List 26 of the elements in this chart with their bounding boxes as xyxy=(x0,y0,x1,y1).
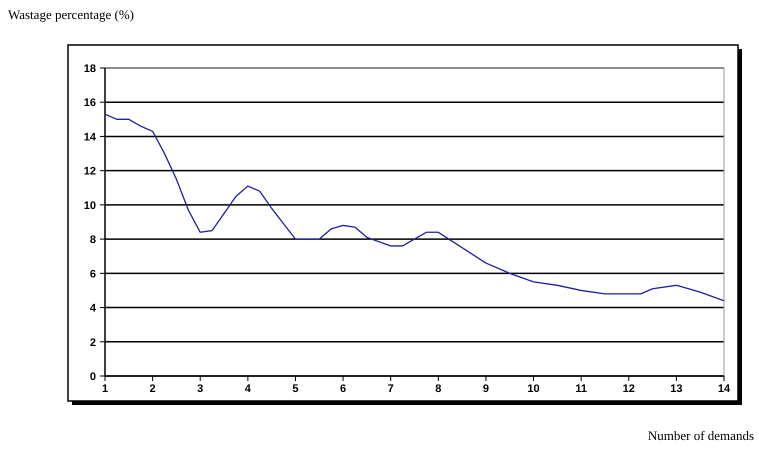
x-tick-label: 4 xyxy=(244,383,252,395)
x-tick-label: 14 xyxy=(718,383,731,395)
y-axis-title: Wastage percentage (%) xyxy=(8,7,134,22)
x-tick-label: 9 xyxy=(482,383,489,395)
x-tick-label: 7 xyxy=(388,383,394,395)
x-tick-label: 10 xyxy=(527,383,540,395)
y-tick-label: 8 xyxy=(90,234,96,246)
x-tick-label: 1 xyxy=(102,383,108,395)
x-tick-label: 3 xyxy=(197,383,204,395)
y-tick-label: 14 xyxy=(84,131,97,144)
x-tick-label: 2 xyxy=(150,383,156,395)
y-tick-label: 12 xyxy=(84,166,96,178)
y-tick-label: 2 xyxy=(90,336,96,349)
y-tick-label: 0 xyxy=(90,371,96,383)
y-tick-label: 16 xyxy=(84,97,96,110)
x-axis-title: Number of demands xyxy=(648,428,754,443)
y-tick-label: 6 xyxy=(90,268,96,280)
x-tick-label: 11 xyxy=(575,383,587,395)
x-tick-label: 5 xyxy=(292,383,299,395)
x-tick-label: 12 xyxy=(622,383,635,395)
x-tick-label: 13 xyxy=(670,383,683,395)
x-tick-label: 6 xyxy=(340,383,346,395)
y-tick-label: 10 xyxy=(84,200,96,212)
x-tick-label: 8 xyxy=(435,383,442,395)
y-tick-label: 4 xyxy=(90,302,97,315)
y-tick-label: 18 xyxy=(84,63,96,75)
